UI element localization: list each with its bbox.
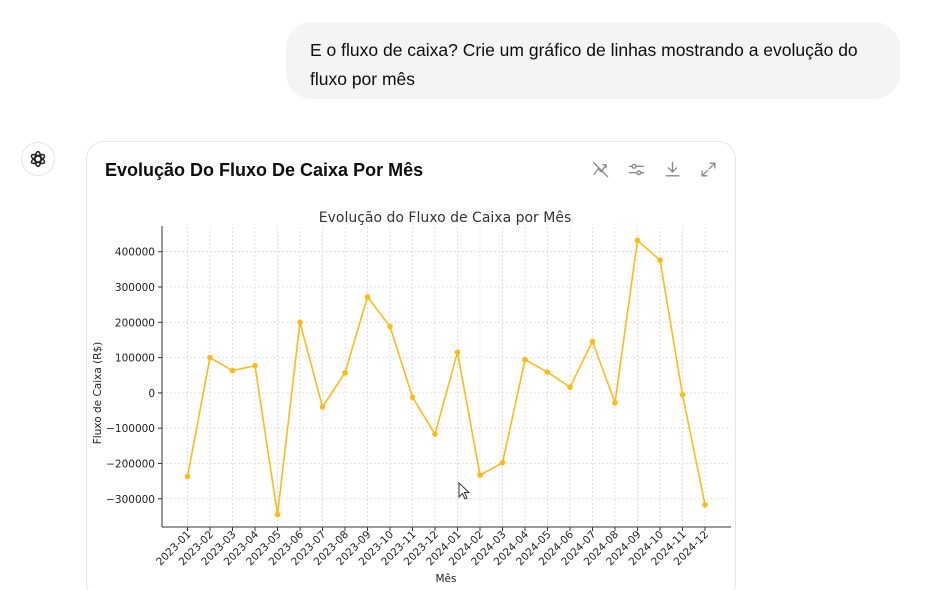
chart-title: Evolução do Fluxo de Caixa por Mês (319, 210, 572, 226)
x-axis-ticks: 2023-012023-022023-032023-042023-052023-… (154, 527, 711, 568)
data-point (409, 394, 416, 400)
chart-card: Evolução Do Fluxo De Caixa Por Mês Evolu… (86, 141, 736, 590)
mouse-cursor-icon (458, 482, 471, 500)
data-point (252, 362, 258, 369)
y-tick-label: 300000 (115, 282, 155, 294)
line-chart: Evolução do Fluxo de Caixa por Mês −3000… (92, 210, 731, 585)
data-point (589, 338, 596, 345)
data-point (454, 349, 461, 356)
data-point (679, 391, 686, 398)
y-tick-label: 100000 (115, 353, 155, 365)
data-point (342, 369, 348, 376)
data-point (702, 501, 708, 508)
y-axis-ticks: −300000 −200000 −100000 0 100000 200000 300000… (106, 247, 162, 506)
y-tick-label: 400000 (115, 247, 155, 259)
y-tick-label: −300000 (106, 494, 155, 506)
switch-to-interactive-button[interactable] (590, 159, 611, 180)
data-point (184, 473, 191, 480)
chart-toolbar (590, 159, 719, 180)
expand-icon (701, 162, 716, 177)
data-point (387, 323, 393, 330)
data-point (567, 384, 573, 391)
data-point (544, 369, 551, 375)
y-axis-label: Fluxo de Caixa (R$) (92, 342, 104, 445)
y-tick-label: 0 (148, 388, 155, 400)
data-point (499, 459, 506, 466)
data-point (364, 294, 371, 300)
data-point (432, 431, 438, 437)
data-point (207, 354, 213, 361)
data-point (274, 511, 281, 518)
series-line (184, 237, 708, 518)
y-tick-label: −200000 (106, 458, 155, 470)
assistant-avatar (21, 142, 55, 176)
user-message-text: E o fluxo de caixa? Crie um gráfico de l… (310, 40, 858, 89)
y-tick-label: 200000 (115, 317, 155, 329)
chart-settings-button[interactable] (626, 159, 647, 180)
x-axis-label: Mês (436, 573, 457, 585)
user-message-bubble: E o fluxo de caixa? Crie um gráfico de l… (286, 22, 900, 99)
settings-sliders-icon (628, 163, 645, 176)
axes (161, 226, 731, 528)
openai-logo-icon (30, 150, 46, 168)
data-point (657, 257, 663, 263)
download-icon (665, 161, 680, 177)
data-line (186, 239, 706, 516)
data-point (297, 319, 303, 326)
switch-to-interactive-icon (592, 161, 609, 178)
expand-button[interactable] (698, 159, 719, 180)
grid-lines (162, 227, 731, 527)
download-button[interactable] (662, 159, 683, 180)
data-point (522, 356, 528, 363)
data-point (634, 237, 641, 244)
y-tick-label: −100000 (106, 423, 155, 435)
chart-card-title: Evolução Do Fluxo De Caixa Por Mês (105, 160, 424, 180)
data-point (612, 399, 618, 406)
data-point (229, 367, 236, 374)
data-point (477, 472, 483, 478)
data-point (319, 404, 326, 410)
